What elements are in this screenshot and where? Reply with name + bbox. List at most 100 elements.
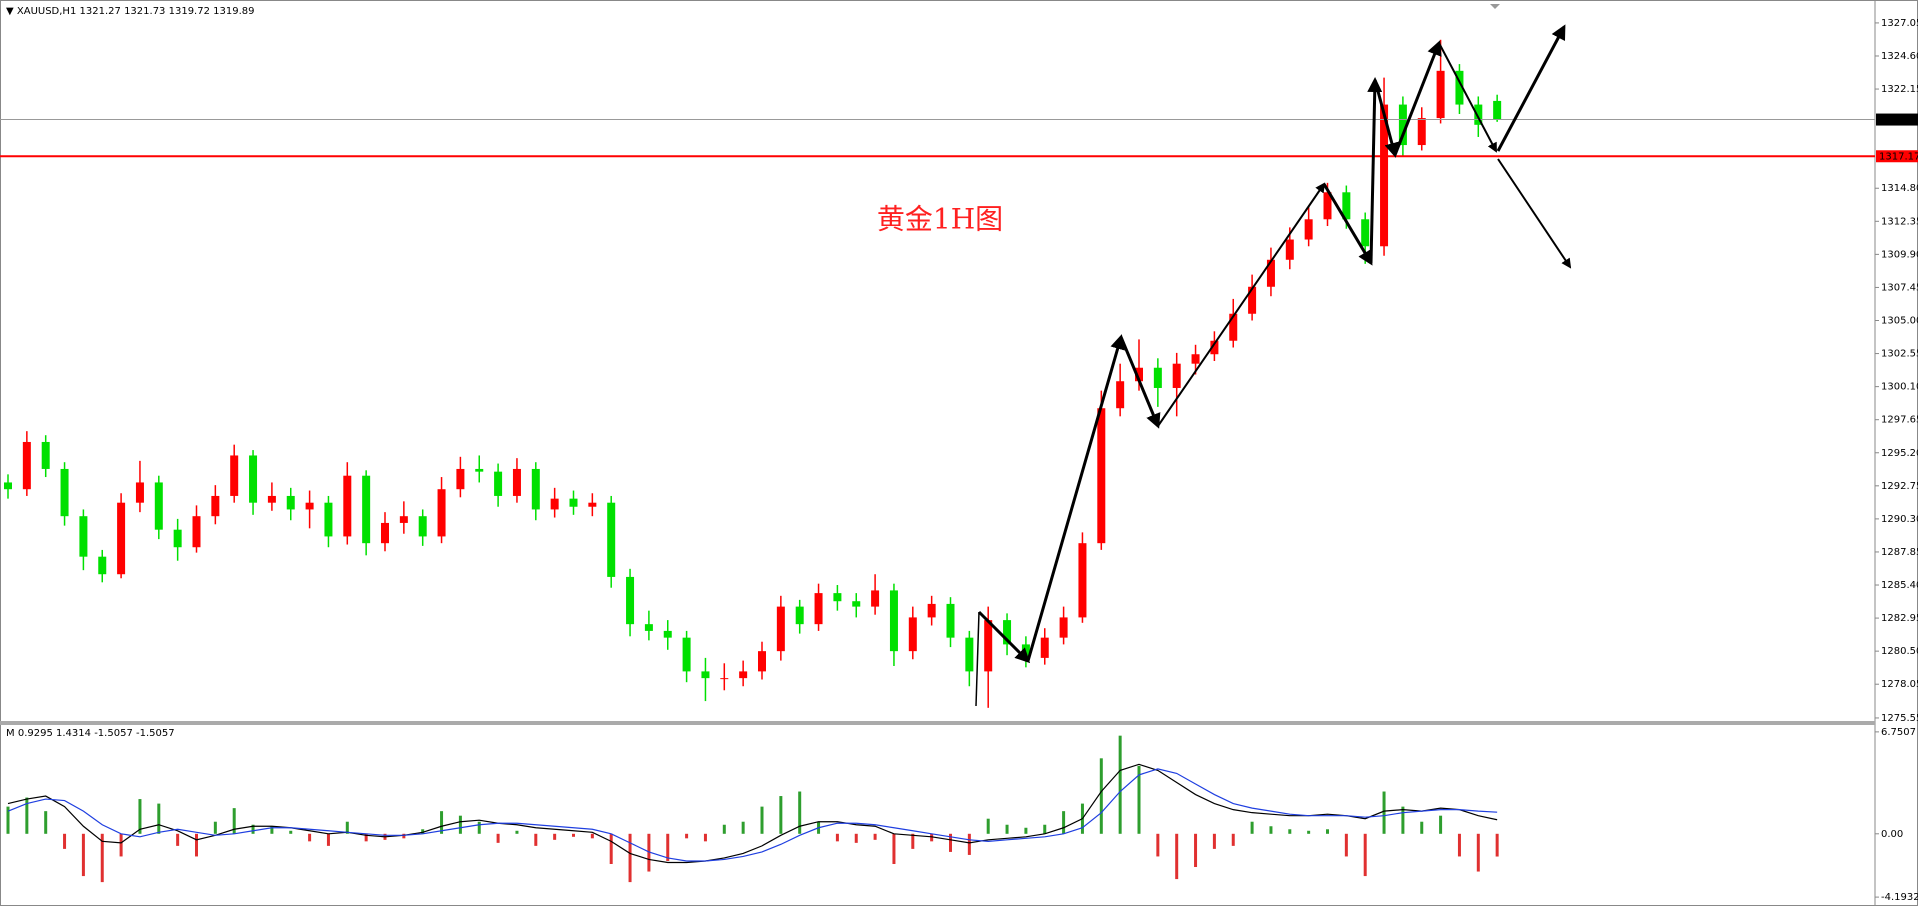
- histogram-bar: [1476, 833, 1480, 872]
- arrow: [975, 611, 980, 707]
- indicator-hist: -1.5057: [136, 728, 175, 739]
- histogram-bar: [1005, 824, 1009, 834]
- histogram-bar: [1382, 791, 1386, 834]
- y-tick-label: 1287.85: [1881, 547, 1918, 558]
- histogram-bar: [572, 833, 575, 837]
- histogram-bar: [1439, 815, 1443, 834]
- candle-body: [607, 502, 616, 577]
- y-tick-label: 1278.05: [1881, 679, 1918, 690]
- y-tick-label: 1312.35: [1881, 216, 1918, 227]
- y-tick-label: 1290.30: [1881, 514, 1918, 525]
- histogram-bar: [1062, 811, 1066, 834]
- candle-body: [456, 468, 465, 490]
- header-low: 1319.72: [169, 6, 210, 17]
- histogram-bar: [779, 796, 783, 834]
- header-open: 1321.27: [80, 6, 121, 17]
- indicator-hist: -1.5057: [94, 728, 133, 739]
- histogram-bar: [1420, 821, 1424, 834]
- candle-body: [4, 482, 12, 490]
- histogram-bar: [232, 808, 236, 834]
- annotation: 黄金1H图: [877, 203, 1003, 236]
- arrow: [1119, 336, 1161, 429]
- indicator-name: M: [6, 728, 15, 739]
- candle-body: [588, 502, 597, 507]
- histogram-bar: [421, 829, 425, 834]
- candle-body: [117, 502, 126, 575]
- y-tick-label: 1314.80: [1881, 183, 1918, 194]
- candle-body: [154, 482, 163, 530]
- candle-body: [644, 624, 653, 631]
- histogram-bar: [835, 833, 839, 842]
- histogram-bar: [25, 797, 29, 834]
- histogram-bar: [1401, 806, 1405, 834]
- candle-body: [1172, 363, 1181, 388]
- horizontal-line-label: 1317.17: [1879, 151, 1918, 162]
- candle-body: [927, 603, 936, 618]
- histogram-bar: [81, 833, 85, 877]
- current-price-label: 1319.89: [1879, 115, 1918, 126]
- candle-body: [550, 498, 559, 510]
- histogram-bar: [1344, 833, 1348, 857]
- histogram-bar: [685, 833, 689, 839]
- histogram-bar: [1137, 765, 1141, 834]
- candle-body: [833, 593, 842, 602]
- histogram-bar: [1495, 833, 1499, 857]
- y-tick-label: 1285.40: [1881, 580, 1918, 591]
- candle-body: [739, 671, 748, 679]
- candle-body: [267, 495, 276, 503]
- histogram-bar: [477, 821, 481, 834]
- arrow: [977, 610, 1031, 664]
- arrow: [1393, 40, 1442, 156]
- histogram-bar: [458, 815, 462, 834]
- candle-body: [984, 620, 993, 672]
- histogram-bar: [1156, 833, 1160, 857]
- indicator-main: 0.9295: [18, 728, 53, 739]
- candle-body: [1248, 286, 1257, 314]
- arrow: [1322, 183, 1373, 266]
- drawn-arrows: [975, 24, 1572, 707]
- histogram-bar: [195, 833, 198, 857]
- candle-body: [22, 441, 31, 490]
- candle-body: [946, 603, 955, 638]
- y-tick-label: 1307.45: [1881, 282, 1918, 293]
- candle-body: [1135, 367, 1143, 382]
- y-tick-label: 6.7507: [1881, 727, 1916, 738]
- y-tick-label: -4.1932: [1881, 892, 1918, 903]
- histogram-bar: [63, 833, 67, 849]
- candle-body: [79, 516, 88, 557]
- candle-body: [230, 455, 239, 496]
- indicator-line: [7, 768, 1498, 862]
- candle-body: [41, 441, 50, 469]
- arrow: [1026, 334, 1125, 662]
- y-tick-label: 1282.95: [1881, 613, 1918, 624]
- candle-body: [720, 678, 729, 680]
- y-tick-label: 1292.75: [1881, 481, 1918, 492]
- candle-body: [1191, 354, 1200, 364]
- header-high: 1321.73: [124, 6, 165, 17]
- y-tick-label: 1280.50: [1881, 646, 1918, 657]
- indicator-signal: 1.4314: [56, 728, 91, 739]
- candle-body: [908, 617, 917, 652]
- candle-body: [626, 576, 635, 625]
- histogram-bar: [1043, 824, 1047, 834]
- indicator-header: M 0.9295 1.4314 -1.5057 -1.5057: [6, 728, 175, 739]
- current-price-box: [1876, 113, 1918, 126]
- histogram-bar: [213, 821, 217, 834]
- y-tick-label: 1295.20: [1881, 448, 1918, 459]
- histogram-bar: [1269, 826, 1273, 834]
- arrow: [1497, 158, 1572, 269]
- candle-body: [1078, 543, 1087, 618]
- candle-body: [475, 468, 484, 472]
- candle-body: [1342, 192, 1351, 220]
- arrow: [1373, 79, 1400, 158]
- candle-body: [418, 516, 427, 537]
- histogram-bar: [345, 821, 349, 834]
- histogram-bar: [930, 833, 934, 842]
- candle-body: [1059, 617, 1068, 638]
- histogram-bar: [1099, 758, 1103, 834]
- histogram-bar: [251, 824, 255, 834]
- candle-body: [701, 671, 710, 679]
- histogram-bar: [741, 821, 745, 834]
- candle-body: [192, 516, 201, 548]
- histogram-bar: [1288, 829, 1292, 834]
